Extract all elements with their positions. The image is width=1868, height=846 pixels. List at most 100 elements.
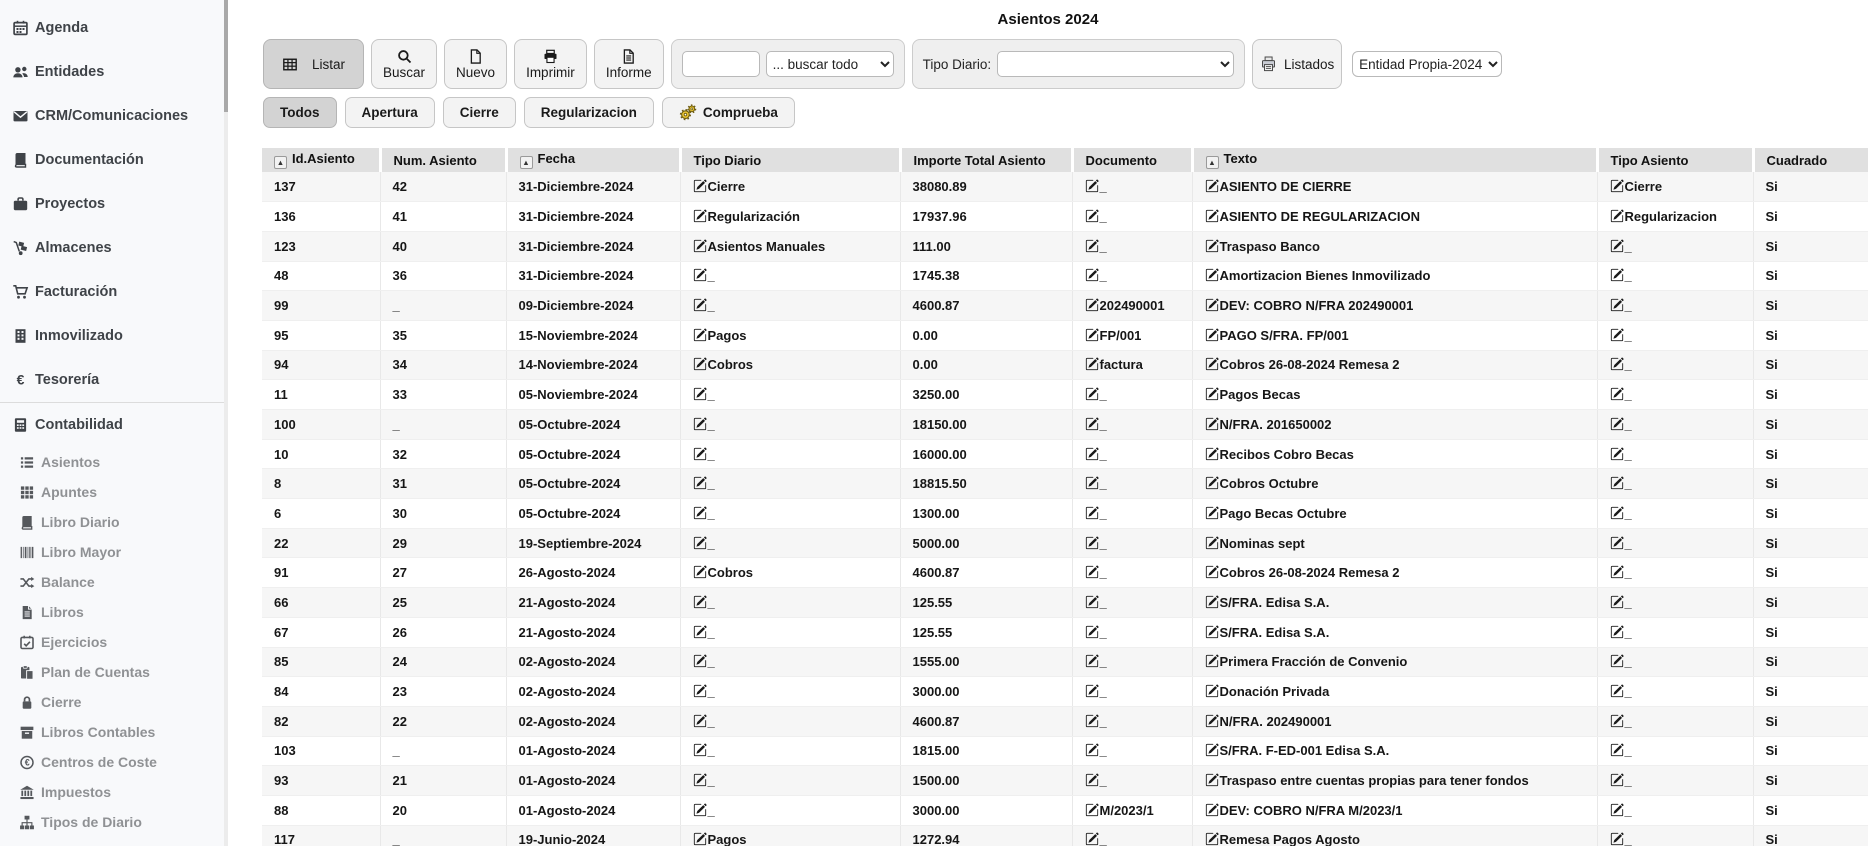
table-row[interactable]: 91 27 26-Agosto-2024 Cobros 4600.87 _ Cobros 2… <box>262 557 1868 589</box>
filter-regularizacion-button[interactable]: Regularizacion <box>523 97 654 128</box>
edit-icon[interactable] <box>693 328 707 342</box>
sidebar-subitem-asientos[interactable]: Asientos <box>0 447 224 477</box>
edit-icon[interactable] <box>1610 773 1624 787</box>
edit-icon[interactable] <box>1205 625 1219 639</box>
edit-icon[interactable] <box>693 179 707 193</box>
edit-icon[interactable] <box>1205 565 1219 579</box>
edit-icon[interactable] <box>1085 536 1099 550</box>
table-row[interactable]: 10 32 05-Octubre-2024 _ 16000.00 _ Recibos Cob… <box>262 439 1868 470</box>
edit-icon[interactable] <box>1205 239 1219 253</box>
filter-apertura-button[interactable]: Apertura <box>344 97 435 128</box>
sidebar-item-tesoreri-a[interactable]: Tesorería <box>0 358 224 402</box>
column-header-texto[interactable]: ▲ Texto <box>1192 148 1599 172</box>
sidebar-subitem-apuntes[interactable]: Apuntes <box>0 477 224 507</box>
edit-icon[interactable] <box>693 536 707 550</box>
edit-icon[interactable] <box>1205 773 1219 787</box>
edit-icon[interactable] <box>1610 298 1624 312</box>
table-row[interactable]: 8 31 05-Octubre-2024 _ 18815.50 _ Cobros Octub… <box>262 468 1868 500</box>
edit-icon[interactable] <box>693 714 707 728</box>
edit-icon[interactable] <box>1205 268 1219 282</box>
entity-select[interactable]: Entidad Propia-2024 <box>1352 51 1503 77</box>
sidebar-item-proyectos[interactable]: Proyectos <box>0 182 224 226</box>
table-row[interactable]: 93 21 01-Agosto-2024 _ 1500.00 _ Traspaso entr… <box>262 765 1868 796</box>
sidebar-subitem-ejercicios[interactable]: Ejercicios <box>0 627 224 657</box>
edit-icon[interactable] <box>1205 328 1219 342</box>
column-header-num[interactable]: Num. Asiento <box>380 148 508 172</box>
edit-icon[interactable] <box>1610 357 1624 371</box>
table-row[interactable]: 85 24 02-Agosto-2024 _ 1555.00 _ Primera Fracc… <box>262 647 1868 678</box>
edit-icon[interactable] <box>1610 654 1624 668</box>
table-row[interactable]: 123 40 31-Diciembre-2024 Asientos Manuales 1… <box>262 231 1868 262</box>
edit-icon[interactable] <box>1085 803 1099 817</box>
edit-icon[interactable] <box>1085 387 1099 401</box>
column-header-importe[interactable]: Importe Total Asiento <box>900 148 1074 172</box>
sidebar-item-crm-comunicaciones[interactable]: CRM/Comunicaciones <box>0 94 224 138</box>
edit-icon[interactable] <box>1085 565 1099 579</box>
edit-icon[interactable] <box>693 565 707 579</box>
edit-icon[interactable] <box>693 654 707 668</box>
edit-icon[interactable] <box>1610 536 1624 550</box>
edit-icon[interactable] <box>1205 684 1219 698</box>
table-row[interactable]: 66 25 21-Agosto-2024 _ 125.55 _ S/FRA. Edisa S… <box>262 587 1868 618</box>
edit-icon[interactable] <box>1610 803 1624 817</box>
sidebar-subitem-balance[interactable]: Balance <box>0 567 224 597</box>
table-row[interactable]: 82 22 02-Agosto-2024 _ 4600.87 _ N/FRA. 202490… <box>262 706 1868 737</box>
sidebar-subitem-libro-mayor[interactable]: Libro Mayor <box>0 537 224 567</box>
edit-icon[interactable] <box>1610 268 1624 282</box>
sort-icon[interactable]: ▲ <box>1205 156 1219 169</box>
edit-icon[interactable] <box>693 773 707 787</box>
edit-icon[interactable] <box>1205 536 1219 550</box>
sidebar-scrollbar-thumb[interactable] <box>224 0 228 112</box>
edit-icon[interactable] <box>1610 595 1624 609</box>
edit-icon[interactable] <box>1205 447 1219 461</box>
edit-icon[interactable] <box>1205 476 1219 490</box>
edit-icon[interactable] <box>1205 387 1219 401</box>
sidebar-item-facturacio-n[interactable]: Facturación <box>0 270 224 314</box>
edit-icon[interactable] <box>1610 625 1624 639</box>
table-row[interactable]: 11 33 05-Noviembre-2024 _ 3250.00 _ Pagos Beca… <box>262 379 1868 410</box>
sidebar-item-documentacio-n[interactable]: Documentación <box>0 138 224 182</box>
edit-icon[interactable] <box>1205 179 1219 193</box>
edit-icon[interactable] <box>1610 179 1624 193</box>
edit-icon[interactable] <box>693 357 707 371</box>
edit-icon[interactable] <box>1085 654 1099 668</box>
edit-icon[interactable] <box>1085 239 1099 253</box>
sort-icon[interactable]: ▲ <box>274 156 287 169</box>
edit-icon[interactable] <box>1085 447 1099 461</box>
table-row[interactable]: 136 41 31-Diciembre-2024 Regularización 1793… <box>262 201 1868 232</box>
edit-icon[interactable] <box>693 387 707 401</box>
column-header-id[interactable]: ▲ Id.Asiento <box>262 148 382 172</box>
edit-icon[interactable] <box>1610 565 1624 579</box>
edit-icon[interactable] <box>1610 417 1624 431</box>
sidebar-subitem-impuestos[interactable]: Impuestos <box>0 777 224 807</box>
edit-icon[interactable] <box>693 832 707 846</box>
edit-icon[interactable] <box>1205 595 1219 609</box>
column-header-tipo_asiento[interactable]: Tipo Asiento <box>1597 148 1755 172</box>
edit-icon[interactable] <box>1205 506 1219 520</box>
edit-icon[interactable] <box>693 447 707 461</box>
informe-button[interactable]: Informe <box>593 39 664 89</box>
sidebar-scrollbar[interactable] <box>224 0 228 846</box>
edit-icon[interactable] <box>1085 209 1099 223</box>
table-row[interactable]: 137 42 31-Diciembre-2024 Cierre 38080.89 _ ASI… <box>262 172 1868 203</box>
sidebar-item-entidades[interactable]: Entidades <box>0 50 224 94</box>
search-input[interactable] <box>681 51 760 77</box>
edit-icon[interactable] <box>1205 209 1219 223</box>
nuevo-button[interactable]: Nuevo <box>444 39 508 89</box>
table-row[interactable]: 117 _ 19-Junio-2024 Pagos 1272.94 _ Remesa Pag… <box>262 825 1868 846</box>
edit-icon[interactable] <box>1610 684 1624 698</box>
sidebar-subitem-libros-contables[interactable]: Libros Contables <box>0 717 224 747</box>
edit-icon[interactable] <box>1205 803 1219 817</box>
sidebar-subitem-plan-de-cuentas[interactable]: Plan de Cuentas <box>0 657 224 687</box>
edit-icon[interactable] <box>1205 832 1219 846</box>
table-row[interactable]: 100 _ 05-Octubre-2024 _ 18150.00 _ N/FRA. 2016… <box>262 409 1868 440</box>
column-header-fecha[interactable]: ▲ Fecha <box>506 148 682 172</box>
table-row[interactable]: 94 34 14-Noviembre-2024 Cobros 0.00 factura Co… <box>262 350 1868 381</box>
edit-icon[interactable] <box>693 209 707 223</box>
edit-icon[interactable] <box>693 743 707 757</box>
edit-icon[interactable] <box>1610 832 1624 846</box>
column-header-tipo_diario[interactable]: Tipo Diario <box>680 148 902 172</box>
edit-icon[interactable] <box>1610 328 1624 342</box>
edit-icon[interactable] <box>1085 832 1099 846</box>
edit-icon[interactable] <box>1085 625 1099 639</box>
